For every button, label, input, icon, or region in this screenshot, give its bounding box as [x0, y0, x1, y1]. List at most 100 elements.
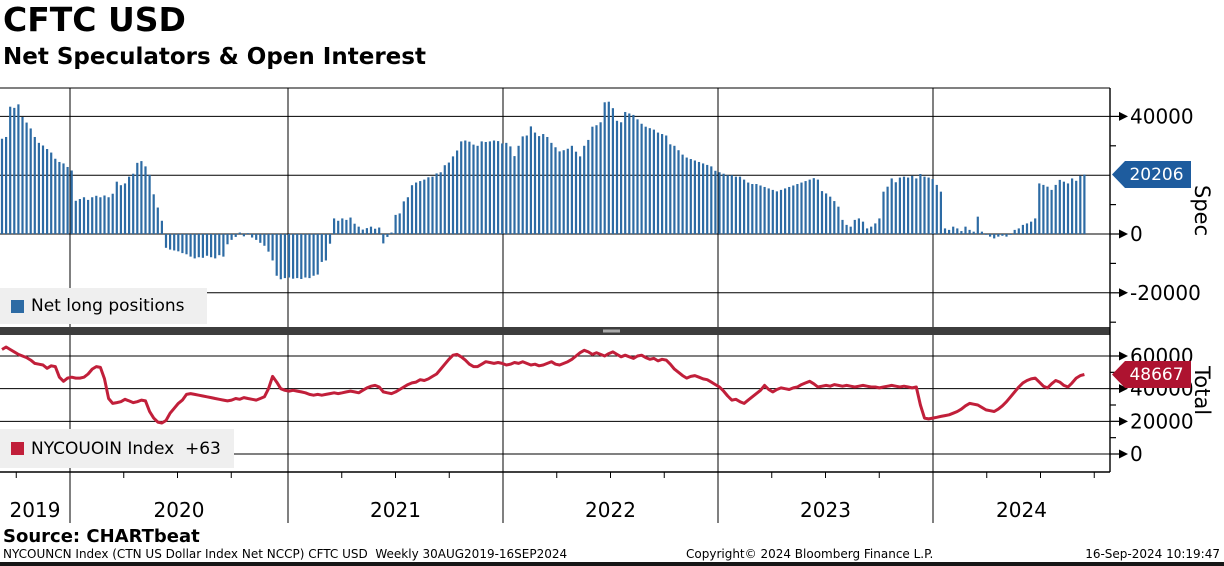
net-long-bar: [738, 176, 742, 234]
net-long-bar: [177, 234, 180, 252]
net-long-bar: [1001, 234, 1004, 236]
net-long-bar: [976, 216, 979, 234]
net-long-bar: [857, 218, 860, 234]
net-long-bar: [378, 227, 381, 234]
net-long-bar: [201, 234, 204, 258]
net-long-bar: [1042, 184, 1045, 234]
net-long-bar: [902, 176, 906, 234]
net-long-bar: [185, 234, 188, 255]
x-year-label: 2022: [585, 498, 636, 522]
net-long-bar: [103, 195, 106, 234]
net-long-bar: [267, 234, 270, 252]
net-long-bar: [1034, 218, 1037, 234]
net-long-bar: [677, 150, 680, 234]
net-long-bar: [538, 136, 541, 234]
net-long-bar: [41, 145, 45, 234]
net-long-bar: [230, 234, 233, 240]
net-long-bar: [259, 234, 262, 243]
net-long-bar: [911, 175, 914, 234]
net-long-bar: [246, 233, 250, 234]
source-line: Source: CHARTbeat: [3, 526, 200, 547]
net-long-bar: [1005, 234, 1008, 237]
net-long-bar: [283, 234, 286, 279]
net-long-bar: [476, 145, 479, 234]
net-long-bar: [107, 197, 110, 234]
net-long-bar: [218, 234, 221, 256]
y-tick-arrow-icon: [1119, 229, 1128, 239]
net-long-bar: [386, 234, 389, 237]
net-long-bar: [841, 219, 844, 234]
x-year-label: 2021: [370, 498, 421, 522]
net-long-bar: [361, 229, 364, 234]
net-long-bar: [697, 161, 701, 234]
net-long-bar: [788, 186, 791, 234]
net-long-bar: [431, 176, 434, 234]
y-tick-arrow-icon: [1119, 111, 1128, 121]
net-long-bar: [529, 126, 532, 234]
net-long-bar: [136, 162, 139, 234]
net-long-bar: [615, 120, 619, 234]
legend-net-long-positions[interactable]: Net long positions: [0, 288, 207, 324]
net-long-bar: [599, 122, 602, 234]
net-long-bar: [648, 128, 651, 234]
net-long-bar: [931, 179, 934, 234]
net-long-bar: [337, 220, 340, 234]
net-long-bar: [132, 173, 135, 234]
net-long-bar: [50, 152, 53, 234]
spec-last-value: 20206: [1129, 164, 1184, 185]
net-long-bar: [419, 181, 422, 234]
net-long-bar: [410, 185, 414, 234]
net-long-bar: [1066, 183, 1070, 234]
x-year-label: 2024: [996, 498, 1047, 522]
panel-separator[interactable]: [0, 327, 1110, 335]
net-long-bar: [13, 107, 16, 234]
net-long-bar: [665, 135, 668, 234]
net-long-bar: [365, 228, 368, 234]
y-tick-label: 40000: [1130, 104, 1194, 128]
net-long-bar: [681, 154, 684, 234]
net-long-bar: [164, 234, 168, 248]
net-long-bar: [415, 182, 418, 234]
net-long-bar: [820, 191, 824, 234]
separator-handle[interactable]: [603, 329, 620, 333]
net-long-bar: [898, 177, 901, 234]
net-long-bar: [324, 234, 327, 261]
net-long-bar: [238, 232, 241, 234]
net-long-bar: [808, 179, 811, 234]
net-long-bar: [1021, 224, 1024, 234]
spec-last-value-tag: 20206: [1112, 161, 1191, 188]
net-long-bar: [554, 147, 557, 234]
net-long-bar: [169, 234, 172, 250]
net-long-bar: [886, 186, 889, 234]
net-long-bar: [501, 143, 504, 234]
net-long-bar: [345, 219, 348, 234]
net-long-bar: [775, 191, 778, 234]
net-long-bar: [989, 234, 992, 237]
net-long-bar: [251, 234, 254, 238]
net-long-bar: [29, 128, 32, 234]
net-long-bar: [472, 144, 475, 234]
net-long-bar: [603, 102, 606, 234]
y-tick-label: 0: [1130, 222, 1143, 246]
net-long-bar: [923, 176, 926, 234]
total-axis-title: Total: [1190, 366, 1214, 416]
net-long-bar: [123, 183, 127, 234]
net-long-bar: [661, 134, 664, 234]
net-long-bar: [980, 231, 983, 234]
net-long-bar: [632, 114, 635, 234]
net-long-bar: [574, 151, 578, 234]
net-long-bar: [796, 184, 799, 234]
net-long-bar: [722, 173, 725, 234]
net-long-bar: [222, 234, 225, 257]
net-long-bar: [443, 165, 446, 234]
net-long-bar: [1083, 174, 1086, 234]
net-long-bar: [312, 234, 315, 276]
net-long-bar: [70, 170, 73, 234]
net-long-bar: [521, 136, 524, 234]
legend-nycouoin-index[interactable]: NYCOUOIN Index +63: [0, 429, 234, 468]
net-long-bar: [91, 197, 94, 234]
net-long-bar: [37, 142, 40, 234]
net-long-bar: [33, 136, 36, 234]
net-long-bar: [558, 151, 561, 234]
